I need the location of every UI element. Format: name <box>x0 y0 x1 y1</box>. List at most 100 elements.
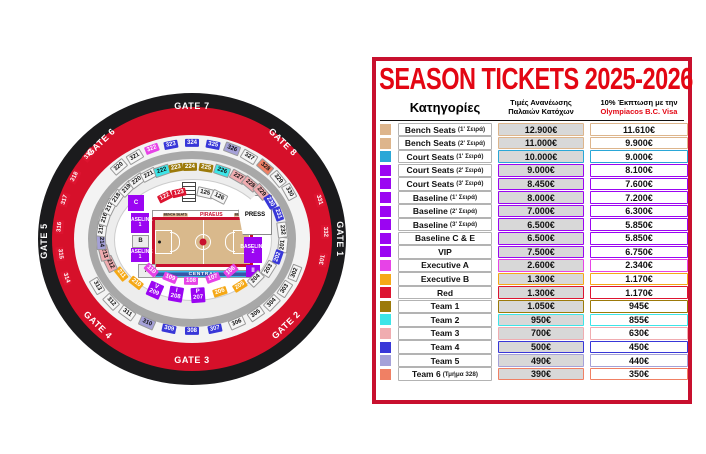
renewal-price-cell: 10.000€ <box>498 150 584 163</box>
category-label: Court Seats <box>406 151 455 162</box>
category-swatch <box>380 219 391 231</box>
category-cell: Baseline (3' Σειρά) <box>398 217 492 232</box>
table-row: Team 1 1.050€ 945€ <box>376 299 688 314</box>
visa-price-cell: 5.850€ <box>590 232 688 245</box>
category-label: Executive B <box>420 274 470 285</box>
stadium-section: 315 <box>55 246 65 262</box>
table-row: Baseline (3' Σειρά) 6.500€ 5.850€ <box>376 217 688 232</box>
table-row: Team 3 700€ 630€ <box>376 326 688 341</box>
category-swatch <box>380 327 391 339</box>
category-sublabel: (2' Σειρά) <box>457 139 486 147</box>
stadium-section: 308 <box>184 326 200 336</box>
visa-price-cell: 8.100€ <box>590 164 688 177</box>
court-area: BENCH SEATS PIRAEUS BENCH SEATS <box>152 210 259 278</box>
stadium-section: 224 <box>183 162 198 172</box>
category-sublabel: (1' Σειρά) <box>449 194 478 202</box>
category-swatch <box>380 232 391 244</box>
renewal-price-cell: 12.900€ <box>498 123 584 136</box>
visa-price-cell: 7.600€ <box>590 177 688 191</box>
visa-price-cell: 11.610€ <box>590 123 688 136</box>
renewal-price-cell: 9.000€ <box>498 164 584 177</box>
category-cell: Court Seats (3' Σειρά) <box>398 177 492 191</box>
visa-price-cell: 5.850€ <box>590 218 688 231</box>
category-swatch <box>380 287 391 299</box>
renewal-price-cell: 6.500€ <box>498 232 584 245</box>
baseline-1-lower: BASELINE 1 <box>127 248 153 262</box>
category-cell: Bench Seats (2' Σειρά) <box>398 136 492 150</box>
renewal-price-cell: 1.300€ <box>498 272 584 286</box>
stadium-gate: GATE 5 <box>39 223 50 260</box>
renewal-price-cell: 7.500€ <box>498 245 584 259</box>
category-sublabel: (Τμήμα 328) <box>442 370 478 378</box>
category-swatch <box>380 151 391 163</box>
table-row: Baseline (2' Σειρά) 7.000€ 6.300€ <box>376 204 688 218</box>
renewal-price-cell: 6.500€ <box>498 218 584 231</box>
central-band: CENTRAL <box>152 270 253 278</box>
category-label: VIP <box>438 246 452 257</box>
category-sublabel: (1' Σειρά) <box>457 126 486 134</box>
category-cell: Team 4 <box>398 340 492 354</box>
category-cell: Court Seats (2' Σειρά) <box>398 163 492 178</box>
visa-price-cell: 855€ <box>590 313 688 327</box>
table-header: Κατηγορίες Τιμές Ανανέωσης Παλαιών Κατόχ… <box>376 98 688 117</box>
category-swatch <box>380 205 391 217</box>
category-label: Court Seats <box>406 178 455 189</box>
category-sublabel: (2' Σειρά) <box>456 166 484 174</box>
category-swatch <box>380 246 391 258</box>
header-visa-discount: 10% Έκπτωση με την Olympiacos B.C. Visa <box>600 98 678 117</box>
stadium-section: P 207 <box>190 287 206 303</box>
table-row: Executive A 2.600€ 2.340€ <box>376 258 688 273</box>
table-row: VIP 7.500€ 6.750€ <box>376 245 688 259</box>
table-row: Team 2 950€ 855€ <box>376 313 688 327</box>
category-swatch <box>380 164 391 176</box>
category-label: Team 3 <box>430 328 460 339</box>
court-key-left <box>155 230 172 254</box>
visa-price-cell: 350€ <box>590 367 688 381</box>
category-swatch <box>380 273 391 285</box>
stadium-section: 332 <box>320 224 330 240</box>
category-swatch <box>380 137 391 149</box>
category-label: Bench Seats <box>404 124 456 135</box>
visa-price-cell: 7.200€ <box>590 191 688 204</box>
basketball-court <box>152 217 253 267</box>
category-swatch <box>380 368 391 380</box>
category-swatch <box>380 355 391 367</box>
stadium-section: I 208 <box>168 285 185 303</box>
category-label: Baseline <box>412 206 448 217</box>
category-cell: Team 1 <box>398 299 492 314</box>
court-floor <box>155 220 250 264</box>
table-row: Red 1.300€ 1.170€ <box>376 285 688 300</box>
category-label: Team 1 <box>430 301 460 312</box>
category-sublabel: (3' Σειρά) <box>449 221 478 229</box>
stadium-section: 108 <box>183 276 199 286</box>
table-row: Bench Seats (1' Σειρά) 12.900€ 11.610€ <box>376 122 688 137</box>
renewal-price-cell: 2.600€ <box>498 259 584 272</box>
section-c: C <box>128 195 144 211</box>
category-label: Team 4 <box>430 342 460 353</box>
renewal-price-cell: 950€ <box>498 313 584 327</box>
table-row: Bench Seats (2' Σειρά) 11.000€ 9.900€ <box>376 136 688 150</box>
stadium-section: 232 <box>276 221 289 239</box>
central-label: CENTRAL <box>188 271 217 277</box>
category-cell: Team 6 (Τμήμα 328) <box>398 367 492 381</box>
visa-price-cell: 9.900€ <box>590 136 688 150</box>
category-sublabel: (1' Σειρά) <box>456 153 484 161</box>
baseline-1-upper: BASELINE 1 <box>127 213 153 233</box>
category-swatch <box>380 124 391 136</box>
table-row: Court Seats (1' Σειρά) 10.000€ 9.000€ <box>376 149 688 164</box>
court-arc-right <box>225 232 235 252</box>
visa-price-cell: 1.170€ <box>590 272 688 286</box>
visa-price-cell: 630€ <box>590 327 688 340</box>
table-row: Court Seats (2' Σειρά) 9.000€ 8.100€ <box>376 163 688 178</box>
stadium-gate: GATE 1 <box>335 221 345 257</box>
piraeus-label: PIRAEUS <box>199 211 223 218</box>
category-cell: Team 5 <box>398 353 492 368</box>
header-categories: Κατηγορίες <box>409 99 481 115</box>
stadium-gate: GATE 7 <box>174 101 210 111</box>
renewal-price-cell: 490€ <box>498 354 584 367</box>
category-cell: Red <box>398 285 492 300</box>
court-center-circle <box>194 234 211 250</box>
visa-price-cell: 9.000€ <box>590 150 688 163</box>
header-renewal: Τιμές Ανανέωσης Παλαιών Κατόχων <box>508 98 574 117</box>
category-swatch <box>380 341 391 353</box>
